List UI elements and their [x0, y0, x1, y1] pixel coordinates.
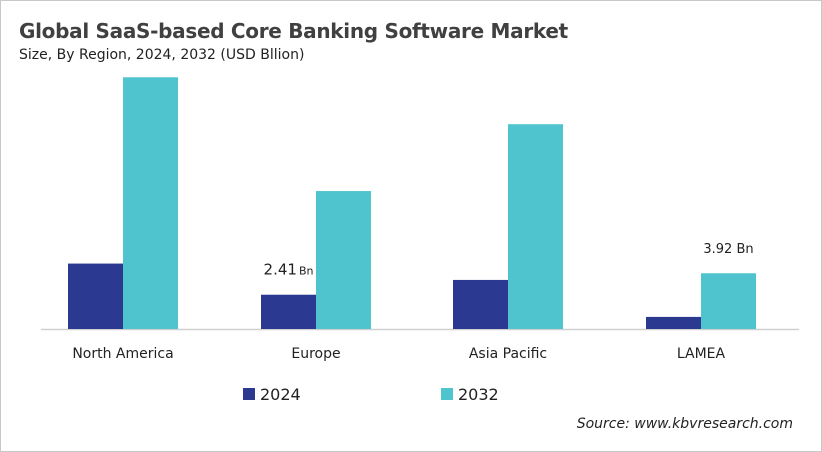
chart-subtitle: Size, By Region, 2024, 2032 (USD Bllion) [19, 47, 305, 63]
x-tick-label: Asia Pacific [469, 346, 547, 362]
bar-lamea-2032 [701, 273, 756, 329]
legend-swatch-2024 [243, 388, 255, 400]
bar-europe-2024 [261, 294, 316, 329]
x-tick-label: North America [72, 346, 173, 362]
bar-lamea-2024 [646, 316, 701, 329]
data-label: 2.41 Bn [264, 261, 314, 279]
legend-label-2032: 2032 [458, 385, 499, 404]
legend-swatch-2032 [441, 388, 453, 400]
bar-asia-pacific-2024 [453, 279, 508, 329]
legend-label-2024: 2024 [260, 385, 301, 404]
data-label: 3.92 Bn [703, 242, 753, 257]
chart-title: Global SaaS-based Core Banking Software … [19, 19, 568, 43]
bar-asia-pacific-2032 [508, 124, 563, 329]
x-tick-label: Europe [291, 346, 340, 362]
bar-north-america-2032 [123, 77, 178, 330]
bar-europe-2032 [316, 191, 371, 329]
x-tick-label: LAMEA [677, 346, 726, 362]
source-note: Source: www.kbvresearch.com [576, 416, 793, 432]
bar-north-america-2024 [68, 263, 123, 329]
